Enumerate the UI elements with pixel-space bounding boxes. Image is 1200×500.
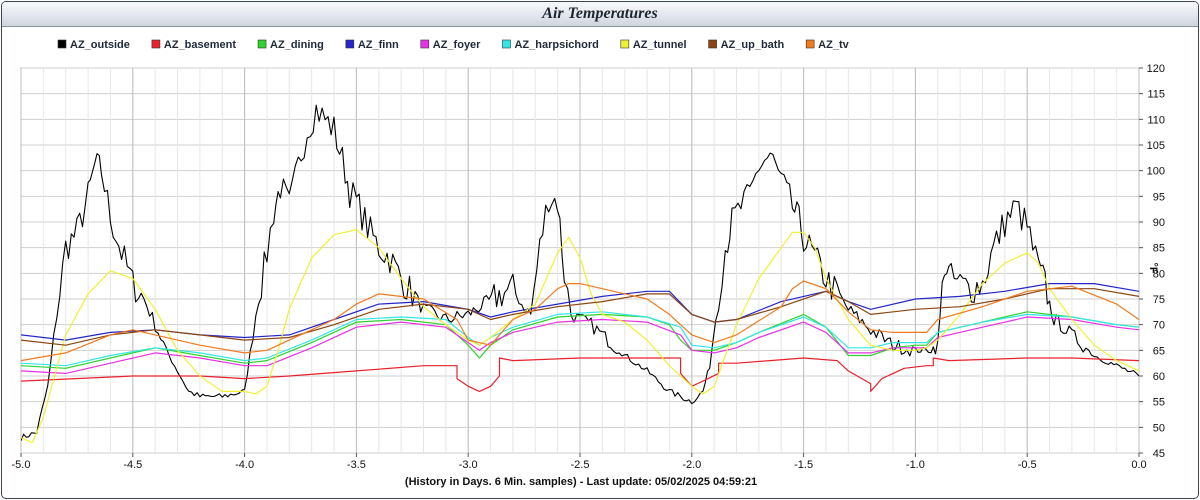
legend-label-az-outside: AZ_outside [70,39,130,51]
legend-label-az-up-bath: AZ_up_bath [721,39,785,51]
y-tick-label-110: 110 [1147,114,1165,126]
x-tick-label-1-0: -1.0 [906,459,925,471]
legend-label-az-basement: AZ_basement [164,39,236,51]
x-tick-label-4-5: -4.5 [123,459,142,471]
y-tick-label-95: 95 [1153,191,1165,203]
series-line-az-basement [21,357,1139,392]
legend-swatch-az-basement [151,39,161,49]
y-tick-label-55: 55 [1153,397,1165,409]
x-tick-label-0-0: 0.0 [1131,459,1146,471]
chart-legend: AZ_outside AZ_basement AZ_dining AZ_finn AZ_… [57,39,850,51]
series-line-az-tunnel [21,229,1139,444]
legend-swatch-az-finn [345,39,355,49]
x-tick-label-5-0: -5.0 [12,459,31,471]
x-tick-label-4-0: -4.0 [235,459,254,471]
title-bar: Air Temperatures [2,2,1198,27]
legend-label-az-dining: AZ_dining [270,39,324,51]
legend-swatch-az-tv [805,39,815,49]
series-line-az-tv [21,280,1139,362]
legend-swatch-az-up-bath [708,39,717,49]
legend-label-az-finn: AZ_finn [358,39,399,51]
x-tick-label-3-0: -3.0 [459,459,478,471]
legend-label-az-harpsichord: AZ_harpsichord [514,39,598,51]
y-tick-label-60: 60 [1153,371,1165,383]
legend-swatch-az-tunnel [620,39,630,49]
y-tick-label-65: 65 [1153,345,1165,357]
y-axis: 45 50 55 60 65 70 75 80 85 90 95 100 105 110 115 120 [1139,63,1165,460]
x-tick-label-1-5: -1.5 [794,459,813,471]
y-tick-label-105: 105 [1147,140,1165,152]
series-line-az-harpsichord [21,311,1139,367]
series-line-az-dining [21,311,1139,369]
y-tick-label-70: 70 [1153,320,1165,332]
legend-swatch-az-foyer [420,39,430,49]
y-tick-label-115: 115 [1147,89,1165,101]
legend-label-az-foyer: AZ_foyer [433,39,481,51]
y-tick-label-45: 45 [1153,448,1165,460]
y-axis-title: °F [1147,262,1159,273]
x-tick-label-2-5: -2.5 [571,459,590,471]
x-tick-label-0-5: -0.5 [1018,459,1037,471]
y-tick-label-80: 80 [1153,268,1165,280]
y-tick-label-120: 120 [1147,63,1165,75]
legend-label-az-tv: AZ_tv [818,39,849,51]
series-line-az-up-bath [21,288,1139,346]
x-axis: -5.0 -4.5 -4.0 -3.5 -3.0 -2.5 -2.0 -1.5 -1.0 -0.5… [12,453,1147,471]
chart-title: Air Temperatures [542,5,658,22]
legend-label-az-tunnel: AZ_tunnel [633,39,687,51]
legend-swatch-az-dining [257,39,267,49]
x-axis-title: (History in Days. 6 Min. samples) - Last… [405,476,757,488]
x-tick-label-3-5: -3.5 [347,459,366,471]
y-tick-label-85: 85 [1153,243,1165,255]
legend-swatch-az-outside [57,39,67,49]
y-tick-label-75: 75 [1153,294,1165,306]
y-tick-label-50: 50 [1153,422,1165,434]
series-line-az-outside [21,104,1139,441]
y-tick-label-90: 90 [1153,217,1165,229]
series-lines [21,104,1139,444]
legend-swatch-az-harpsichord [502,39,511,49]
y-tick-label-100: 100 [1147,166,1165,178]
x-tick-label-2-0: -2.0 [682,459,701,471]
